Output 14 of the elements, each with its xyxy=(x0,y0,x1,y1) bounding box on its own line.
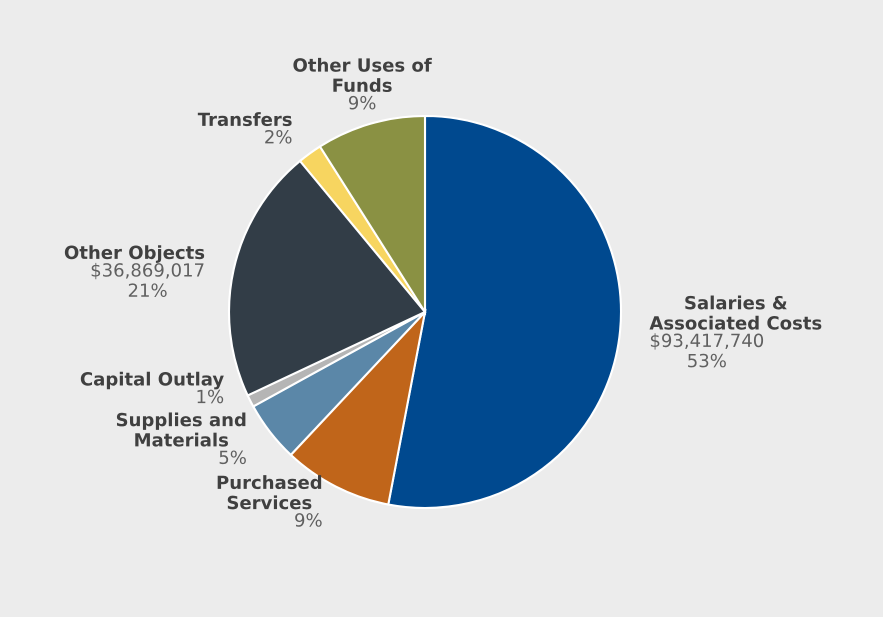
slice-label: Capital Outlay xyxy=(80,372,224,390)
slice-label: Purchased Services xyxy=(218,475,322,510)
data-label: 1% xyxy=(198,390,224,404)
slice-label: Transfers xyxy=(198,112,292,126)
data-label: $93,417,740 53% xyxy=(650,333,764,368)
data-label: 5% xyxy=(220,450,246,464)
slice-label: Supplies and Materials xyxy=(116,412,246,447)
data-label: 2% xyxy=(265,130,292,144)
slice-label: Salaries & Associated Costs xyxy=(649,296,822,330)
slice-label: Other Uses of Funds xyxy=(293,58,432,92)
slice-label: Other Objects xyxy=(64,245,204,263)
data-label: 9% xyxy=(348,96,376,110)
data-label: 9% xyxy=(295,513,322,527)
data-label: $36,869,017 21% xyxy=(92,262,204,298)
